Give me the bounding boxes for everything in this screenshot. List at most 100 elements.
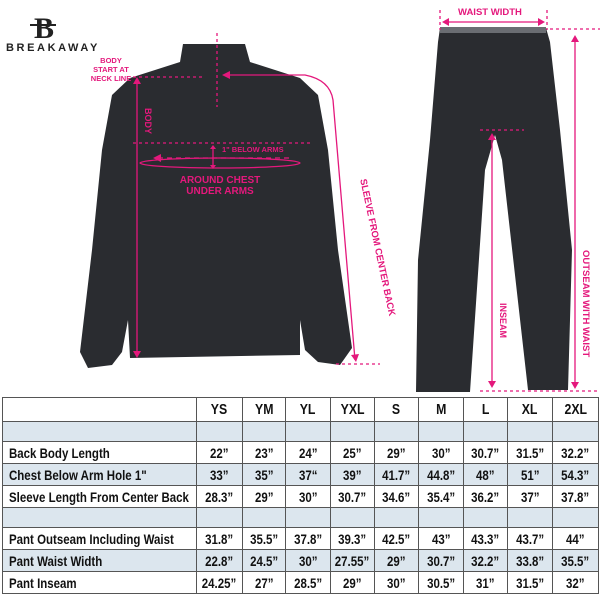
measurement-cell: 41.7”: [374, 463, 419, 486]
measurement-cell: 54.3”: [552, 463, 599, 486]
measurement-cell: 24.5”: [242, 549, 286, 572]
measurement-cell: 37”: [507, 485, 553, 508]
measurement-cell: 35.5”: [242, 527, 286, 550]
body-start-label: BODY START AT NECK LINE: [86, 56, 136, 83]
measurement-cell: 29”: [330, 571, 375, 594]
row-label: Sleeve Length From Center Back: [2, 485, 197, 508]
brand-name: BREAKAWAY: [6, 42, 100, 54]
measurement-cell: 31.5”: [507, 441, 553, 464]
chest-label-line: UNDER ARMS: [186, 186, 254, 197]
measurement-cell: 32.2”: [463, 549, 508, 572]
body-start-line: BODY: [100, 56, 122, 65]
measurement-cell: 39.3”: [330, 527, 375, 550]
size-header: M: [418, 397, 464, 422]
measurement-cell: 35.4”: [418, 485, 464, 508]
measurement-cell: 37.8”: [285, 527, 331, 550]
row-label: Back Body Length: [2, 441, 197, 464]
measurement-cell: 23”: [242, 441, 286, 464]
pants-shape: [416, 28, 572, 392]
measurement-cell: 30.7”: [463, 441, 508, 464]
measurement-cell: 32”: [552, 571, 599, 594]
table-row: Sleeve Length From Center Back 28.3” 29” 30…: [2, 485, 599, 508]
row-label: Pant Waist Width: [2, 549, 197, 572]
size-header: S: [374, 397, 419, 422]
measurement-cell: 30.7”: [418, 549, 464, 572]
size-header: YL: [285, 397, 331, 422]
measurement-cell: 36.2”: [463, 485, 508, 508]
measurement-cell: 27”: [242, 571, 286, 594]
measurement-cell: 30”: [418, 441, 464, 464]
header-empty-cell: [2, 397, 197, 422]
table-row: Back Body Length 22” 23” 24” 25” 29” 30” 30.7” 3…: [2, 441, 599, 464]
pant-measurements: Pant Outseam Including Waist 31.8” 35.5” 37…: [2, 527, 599, 594]
size-header: 2XL: [552, 397, 599, 422]
below-arms-label: 1" BELOW ARMS: [222, 145, 284, 154]
body-start-line: START AT: [93, 65, 129, 74]
chest-label-line: AROUND CHEST: [179, 175, 261, 186]
size-table: YS YM YL YXL S M L XL 2XL Back Body Leng…: [2, 397, 599, 594]
measurement-cell: 44”: [552, 527, 599, 550]
measurement-cell: 25”: [330, 441, 375, 464]
table-row: Pant Waist Width 22.8” 24.5” 30” 27.55” 29” 30…: [2, 549, 599, 572]
measurement-cell: 29”: [242, 485, 286, 508]
row-label: Pant Inseam: [2, 571, 197, 594]
measurement-cell: 22.8”: [196, 549, 243, 572]
table-row: Pant Outseam Including Waist 31.8” 35.5” 37…: [2, 527, 599, 550]
breakaway-logo-icon: B: [30, 12, 56, 42]
spacer-row: [2, 507, 599, 528]
size-header: L: [463, 397, 508, 422]
measurement-cell: 31.8”: [196, 527, 243, 550]
body-label: BODY: [143, 108, 153, 135]
measurement-cell: 42.5”: [374, 527, 419, 550]
inseam-label: INSEAM: [498, 303, 508, 339]
svg-text:B: B: [34, 12, 54, 42]
measurement-cell: 24.25”: [196, 571, 243, 594]
table-row: Chest Below Arm Hole 1" 33” 35” 37“ 39” 41.7”…: [2, 463, 599, 486]
measurement-cell: 22”: [196, 441, 243, 464]
jacket-shape: [80, 44, 352, 368]
measurement-cell: 43”: [418, 527, 464, 550]
size-header: YS: [196, 397, 243, 422]
measurement-cell: 32.2”: [552, 441, 599, 464]
measurement-cell: 31”: [463, 571, 508, 594]
measurement-cell: 33”: [196, 463, 243, 486]
measurement-cell: 48”: [463, 463, 508, 486]
measurement-cell: 28.5”: [285, 571, 331, 594]
size-header: XL: [507, 397, 553, 422]
measurement-cell: 27.55”: [330, 549, 375, 572]
measurement-cell: 31.5”: [507, 571, 553, 594]
pants-illustration: [416, 10, 600, 392]
jacket-illustration: [80, 33, 380, 368]
measurement-cell: 35”: [242, 463, 286, 486]
measurement-cell: 28.3”: [196, 485, 243, 508]
measurement-cell: 29”: [374, 549, 419, 572]
size-header: YXL: [330, 397, 375, 422]
measurement-cell: 51”: [507, 463, 553, 486]
size-header-row: YS YM YL YXL S M L XL 2XL: [2, 397, 599, 422]
row-label: Chest Below Arm Hole 1": [2, 463, 197, 486]
measurement-cell: 39”: [330, 463, 375, 486]
outseam-label: OUTSEAM WITH WAIST: [580, 250, 591, 358]
measurement-cell: 37.8”: [552, 485, 599, 508]
measurement-cell: 43.3”: [463, 527, 508, 550]
measurement-cell: 44.8”: [418, 463, 464, 486]
jacket-measurements: Back Body Length 22” 23” 24” 25” 29” 30” 30.7” 3…: [2, 441, 599, 508]
measurement-cell: 24”: [285, 441, 331, 464]
measurement-cell: 29”: [374, 441, 419, 464]
waist-width-label: WAIST WIDTH: [458, 7, 522, 18]
measurement-cell: 43.7”: [507, 527, 553, 550]
body-start-line: NECK LINE: [90, 74, 132, 83]
measurement-cell: 35.5”: [552, 549, 599, 572]
measurement-cell: 30.5”: [418, 571, 464, 594]
size-header: YM: [242, 397, 286, 422]
measurement-cell: 30”: [285, 549, 331, 572]
measurement-cell: 37“: [285, 463, 331, 486]
row-label: Pant Outseam Including Waist: [2, 527, 197, 550]
measurement-cell: 34.6”: [374, 485, 419, 508]
chest-label: AROUND CHEST UNDER ARMS: [160, 175, 280, 197]
measurement-cell: 33.8”: [507, 549, 553, 572]
table-row: Pant Inseam 24.25” 27” 28.5” 29” 30” 30.5” 31” 3…: [2, 571, 599, 594]
measurement-cell: 30”: [374, 571, 419, 594]
spacer-row: [2, 421, 599, 442]
